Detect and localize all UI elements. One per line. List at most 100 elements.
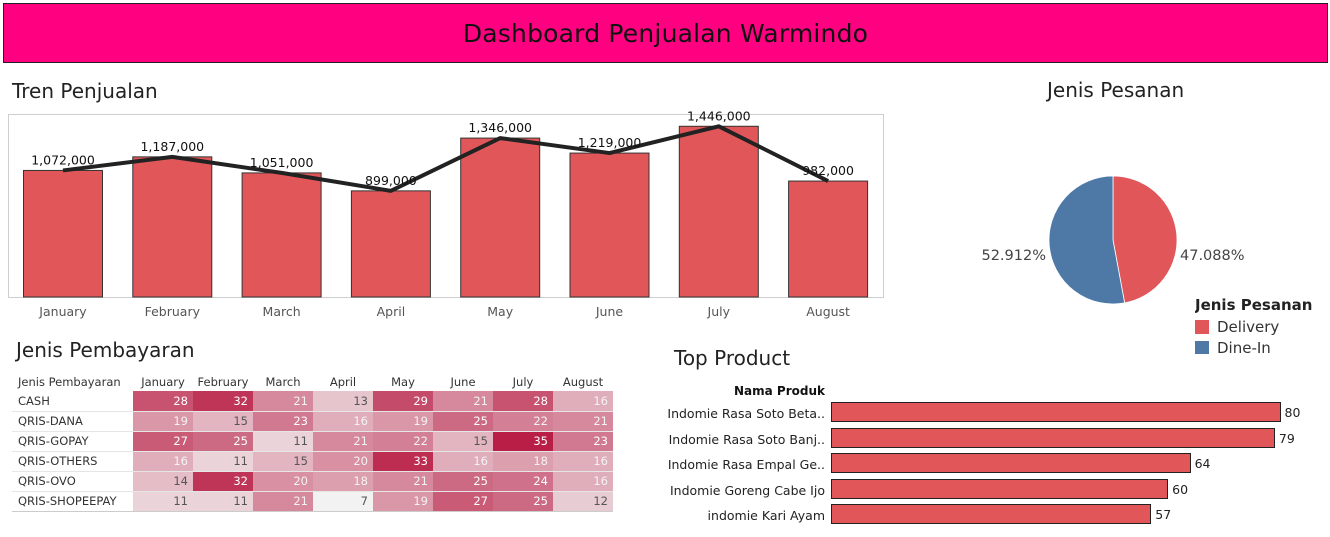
heatmap-cell[interactable]: 16 xyxy=(553,471,613,491)
heatmap-col-header: June xyxy=(450,375,476,389)
heatmap-row: QRIS-OTHERS 16 11 15 20 33 16 18 16 xyxy=(12,451,613,471)
heatmap-cell[interactable]: 21 xyxy=(313,431,373,451)
trend-bar-february[interactable] xyxy=(132,156,213,298)
trend-data-label: 1,346,000 xyxy=(468,120,532,135)
heatmap-cell[interactable]: 15 xyxy=(193,411,253,431)
heatmap-cell[interactable]: 21 xyxy=(433,391,493,411)
heatmap-cell[interactable]: 21 xyxy=(553,411,613,431)
trend-bar-january[interactable] xyxy=(23,169,103,298)
product-value-label: 80 xyxy=(1284,405,1301,420)
heatmap-cell[interactable]: 16 xyxy=(553,391,613,411)
heatmap-cell[interactable]: 22 xyxy=(493,411,553,431)
legend-item-dine-in[interactable]: Dine-In xyxy=(1195,337,1325,354)
product-row: indomie Kari Ayam 57 xyxy=(600,504,1320,530)
heatmap-row-label: QRIS-SHOPEEPAY xyxy=(18,494,117,508)
product-value-label: 60 xyxy=(1172,481,1189,497)
pie-legend: Jenis Pesanan Delivery Dine-In xyxy=(1195,296,1325,354)
heatmap-cell[interactable]: 7 xyxy=(313,491,373,511)
trend-x-tick-label: March xyxy=(263,304,301,319)
trend-data-label: 1,446,000 xyxy=(687,108,751,123)
heatmap-cell[interactable]: 32 xyxy=(193,471,253,491)
heatmap-row-label: QRIS-OTHERS xyxy=(18,454,98,468)
heatmap-row: CASH 28 32 21 13 29 21 28 16 xyxy=(12,391,613,411)
product-row: Indomie Rasa Soto Banj.. 79 xyxy=(600,427,1320,454)
heatmap-cell[interactable]: 25 xyxy=(433,471,493,491)
legend-item-delivery[interactable]: Delivery xyxy=(1195,316,1325,337)
product-bar[interactable] xyxy=(831,504,1152,524)
product-bar[interactable] xyxy=(831,402,1281,422)
pie-slice-delivery[interactable] xyxy=(1112,175,1178,304)
heatmap-cell[interactable]: 24 xyxy=(493,471,553,491)
heatmap-col-header: February xyxy=(197,375,249,389)
dashboard-title: Dashboard Penjualan Warmindo xyxy=(462,18,869,48)
heatmap-col-header: March xyxy=(265,375,301,389)
heatmap-cell[interactable]: 23 xyxy=(253,411,313,431)
heatmap-cell[interactable]: 32 xyxy=(193,391,253,411)
trend-x-tick-label: April xyxy=(377,304,406,319)
heatmap-cell[interactable]: 21 xyxy=(253,491,313,511)
trend-x-tick-label: May xyxy=(487,304,513,319)
pie-legend-title: Jenis Pesanan xyxy=(1195,296,1313,314)
heatmap-cell[interactable]: 33 xyxy=(373,451,433,471)
heatmap-cell[interactable]: 25 xyxy=(433,411,493,431)
heatmap-cell[interactable]: 16 xyxy=(313,411,373,431)
heatmap-cell[interactable]: 19 xyxy=(373,491,433,511)
trend-bar-august[interactable] xyxy=(788,180,869,298)
heatmap-cell[interactable]: 16 xyxy=(553,451,613,471)
trend-bar-march[interactable] xyxy=(241,172,322,298)
heatmap-cell[interactable]: 20 xyxy=(253,471,313,491)
payment-heatmap: Jenis Pembayaran January February March Apr… xyxy=(12,373,613,512)
trend-bar-june[interactable] xyxy=(569,152,650,298)
heatmap-cell[interactable]: 13 xyxy=(313,391,373,411)
delivery-swatch xyxy=(1195,319,1209,334)
pie-label-dine-in: 52.912% xyxy=(981,248,1046,264)
product-name: indomie Kari Ayam xyxy=(707,508,825,523)
top-product-chart: Indomie Rasa Soto Beta.. 80 Indomie Rasa S… xyxy=(600,402,1320,530)
heatmap-cell[interactable]: 22 xyxy=(373,431,433,451)
heatmap-cell[interactable]: 25 xyxy=(493,491,553,511)
heatmap-cell[interactable]: 23 xyxy=(553,431,613,451)
pie-slice-dine-in[interactable] xyxy=(1048,175,1126,305)
trend-bar-april[interactable] xyxy=(350,190,431,298)
heatmap-cell[interactable]: 27 xyxy=(133,431,193,451)
heatmap-row: QRIS-DANA 19 15 23 16 19 25 22 21 xyxy=(12,411,613,431)
product-bar[interactable] xyxy=(831,427,1275,448)
heatmap-cell[interactable]: 19 xyxy=(373,411,433,431)
trend-x-tick-label: June xyxy=(595,304,624,319)
heatmap-cell[interactable]: 28 xyxy=(493,391,553,411)
heatmap-cell[interactable]: 15 xyxy=(433,431,493,451)
heatmap-cell[interactable]: 12 xyxy=(553,491,613,511)
heatmap-col-header: July xyxy=(512,375,534,389)
payment-title: Jenis Pembayaran xyxy=(16,338,195,362)
heatmap-cell[interactable]: 14 xyxy=(133,471,193,491)
product-bar[interactable] xyxy=(831,478,1169,499)
heatmap-cell[interactable]: 35 xyxy=(493,431,553,451)
heatmap-cell[interactable]: 29 xyxy=(373,391,433,411)
product-value-label: 57 xyxy=(1155,507,1172,522)
heatmap-cell[interactable]: 21 xyxy=(373,471,433,491)
pie-label-delivery: 47.088% xyxy=(1180,248,1245,264)
product-name: Indomie Rasa Soto Banj.. xyxy=(668,431,825,447)
trend-data-label: 1,187,000 xyxy=(140,139,204,154)
heatmap-cell[interactable]: 11 xyxy=(133,491,193,511)
heatmap-cell[interactable]: 16 xyxy=(133,451,193,471)
trend-bar-july[interactable] xyxy=(678,125,759,298)
trend-x-tick-label: August xyxy=(806,304,850,319)
heatmap-row-header: Jenis Pembayaran xyxy=(18,375,121,389)
heatmap-cell[interactable]: 27 xyxy=(433,491,493,511)
heatmap-cell[interactable]: 28 xyxy=(133,391,193,411)
heatmap-cell[interactable]: 16 xyxy=(433,451,493,471)
product-bar[interactable] xyxy=(831,453,1191,473)
trend-bar-may[interactable] xyxy=(460,137,541,298)
heatmap-cell[interactable]: 15 xyxy=(253,451,313,471)
heatmap-cell[interactable]: 11 xyxy=(193,491,253,511)
heatmap-cell[interactable]: 18 xyxy=(313,471,373,491)
heatmap-cell[interactable]: 18 xyxy=(493,451,553,471)
heatmap-cell[interactable]: 20 xyxy=(313,451,373,471)
heatmap-cell[interactable]: 21 xyxy=(253,391,313,411)
heatmap-cell[interactable]: 25 xyxy=(193,431,253,451)
heatmap-cell[interactable]: 19 xyxy=(133,411,193,431)
product-row: Indomie Rasa Empal Ge.. 64 xyxy=(600,453,1320,479)
heatmap-cell[interactable]: 11 xyxy=(193,451,253,471)
heatmap-cell[interactable]: 11 xyxy=(253,431,313,451)
